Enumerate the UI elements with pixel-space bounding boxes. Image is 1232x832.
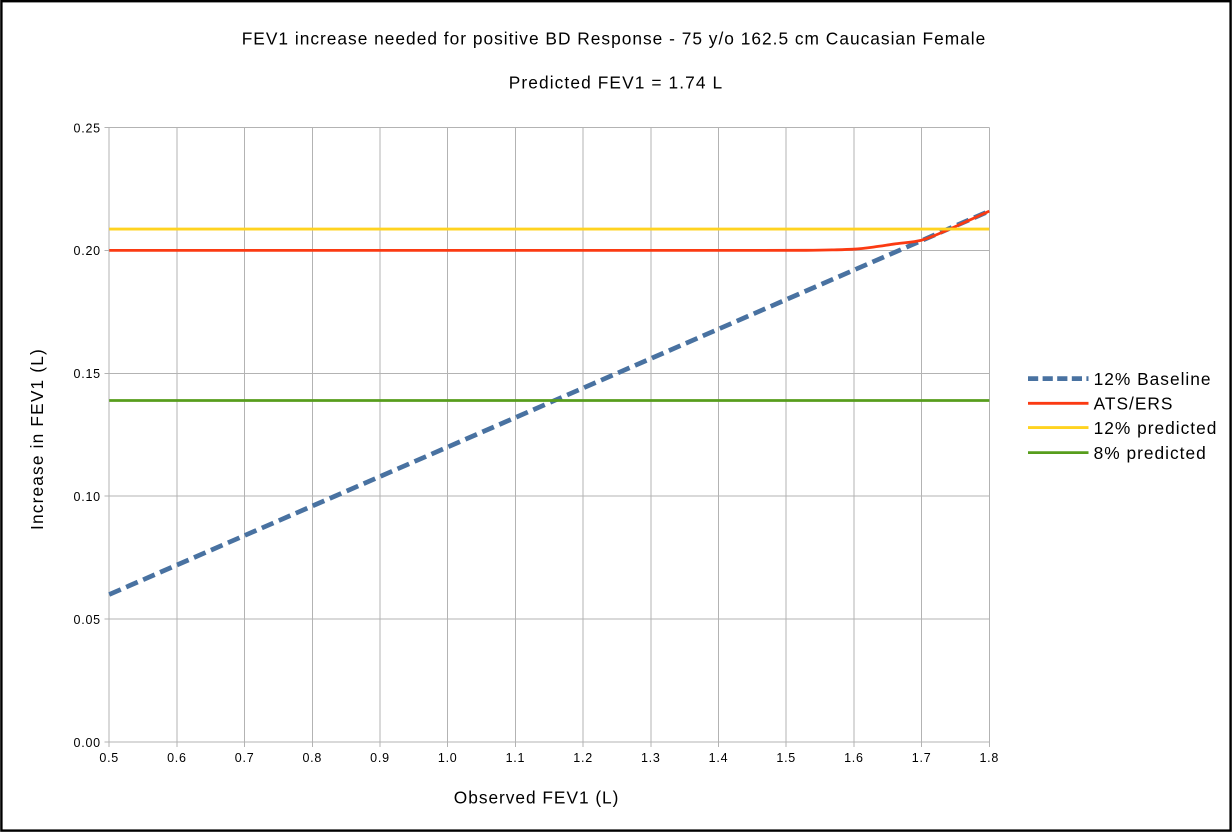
svg-text:12% predicted: 12% predicted — [1094, 418, 1218, 438]
svg-text:Predicted FEV1 = 1.74 L: Predicted FEV1 = 1.74 L — [509, 73, 724, 93]
svg-text:1.7: 1.7 — [912, 751, 932, 765]
svg-text:0.15: 0.15 — [74, 367, 101, 381]
svg-text:0.25: 0.25 — [74, 121, 101, 135]
svg-text:ATS/ERS: ATS/ERS — [1094, 394, 1174, 414]
svg-text:1.2: 1.2 — [573, 751, 593, 765]
svg-text:0.5: 0.5 — [99, 751, 119, 765]
svg-text:0.05: 0.05 — [74, 613, 101, 627]
svg-text:1.4: 1.4 — [709, 751, 729, 765]
svg-text:8% predicted: 8% predicted — [1094, 443, 1207, 463]
svg-text:FEV1 increase needed for posit: FEV1 increase needed for positive BD Res… — [242, 29, 987, 49]
svg-text:0.00: 0.00 — [74, 736, 101, 750]
svg-text:Observed FEV1 (L): Observed FEV1 (L) — [454, 787, 620, 807]
svg-text:1.5: 1.5 — [776, 751, 796, 765]
svg-text:0.6: 0.6 — [167, 751, 187, 765]
svg-text:1.6: 1.6 — [844, 751, 864, 765]
svg-text:Increase in FEV1 (L): Increase in FEV1 (L) — [27, 348, 47, 530]
svg-text:1.0: 1.0 — [438, 751, 458, 765]
svg-text:1.8: 1.8 — [979, 751, 999, 765]
svg-text:0.8: 0.8 — [302, 751, 322, 765]
svg-text:0.10: 0.10 — [74, 490, 101, 504]
svg-text:12% Baseline: 12% Baseline — [1094, 369, 1212, 389]
svg-text:0.20: 0.20 — [74, 244, 101, 258]
svg-text:0.7: 0.7 — [235, 751, 255, 765]
svg-text:1.3: 1.3 — [641, 751, 661, 765]
svg-text:0.9: 0.9 — [370, 751, 390, 765]
svg-text:1.1: 1.1 — [506, 751, 526, 765]
